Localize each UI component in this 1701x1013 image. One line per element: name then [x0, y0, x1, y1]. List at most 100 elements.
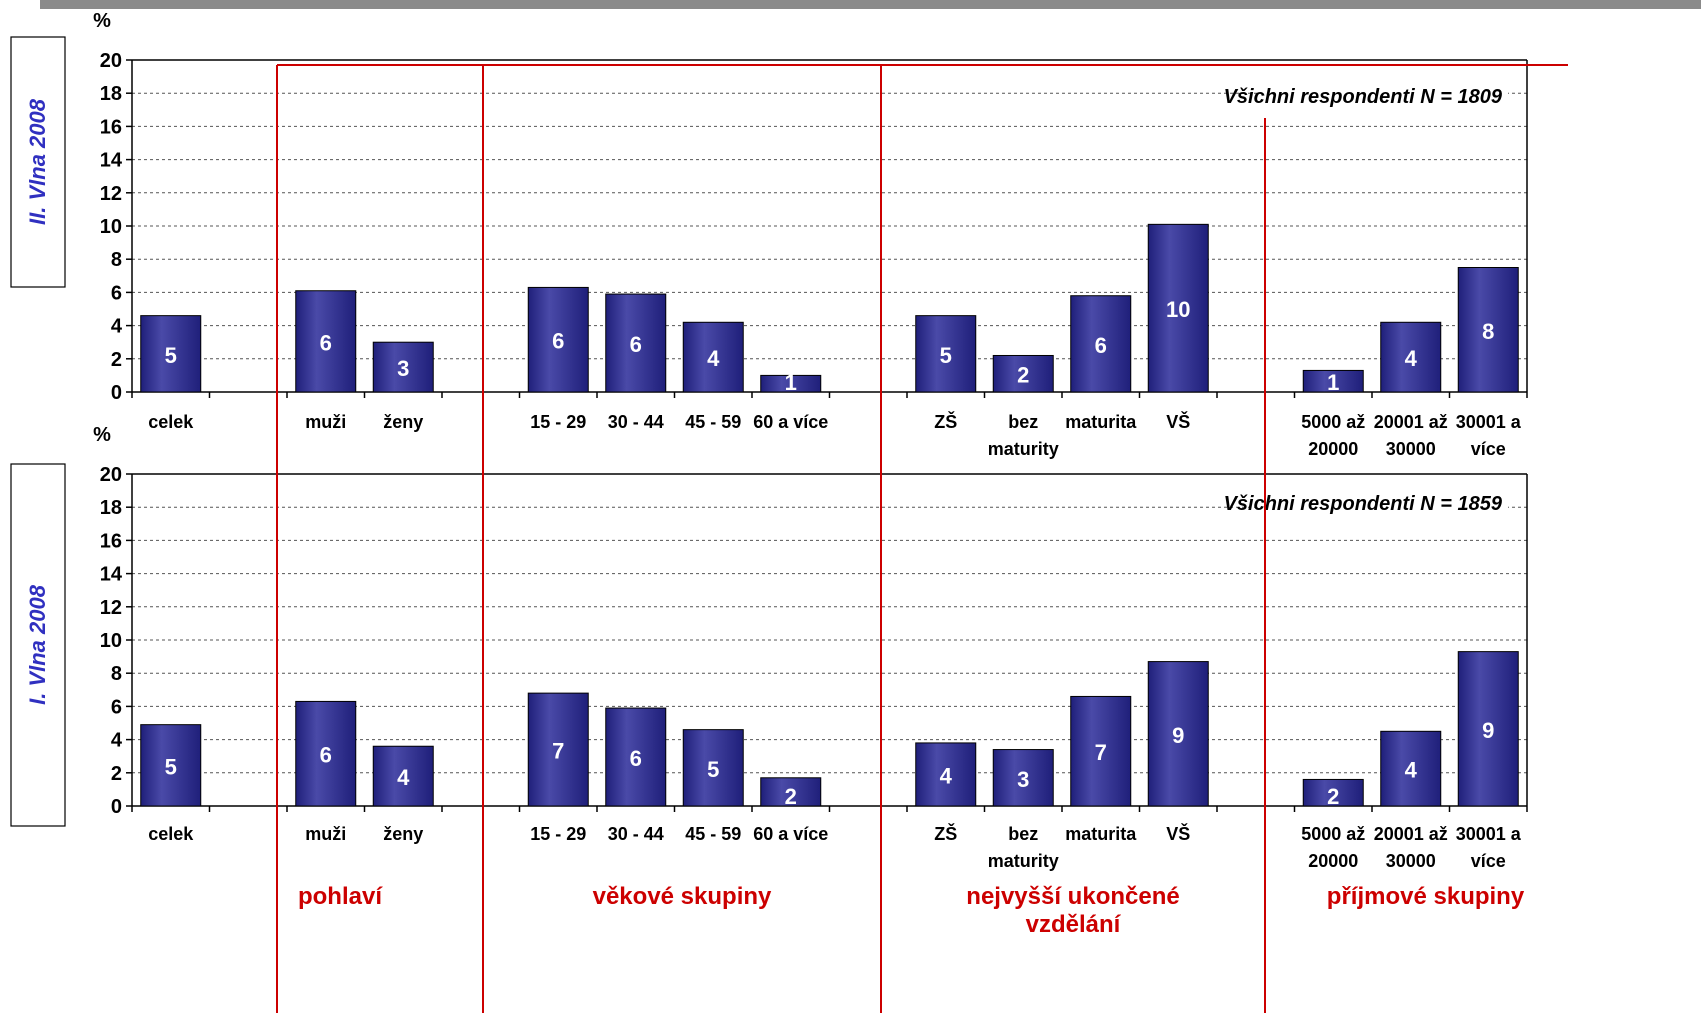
data-label: 1	[1327, 370, 1339, 395]
data-label: 4	[707, 346, 720, 371]
bar	[760, 374, 822, 393]
section-label: nejvyšší ukončené	[966, 883, 1179, 910]
data-label: 4	[1405, 346, 1418, 371]
y-tick-label: 6	[111, 696, 122, 718]
category-label: ženy	[383, 824, 423, 844]
y-tick-label: 4	[111, 316, 123, 338]
y-tick-label: 14	[100, 150, 123, 172]
unit-label: %	[93, 424, 111, 446]
data-label: 5	[165, 754, 177, 779]
bar	[760, 777, 822, 807]
data-label: 6	[320, 330, 332, 355]
category-label: 15 - 29	[530, 824, 586, 844]
data-label: 5	[165, 343, 177, 368]
y-tick-label: 0	[111, 796, 122, 818]
section-dividers: pohlaví věkové skupiny nejvyšší ukončenévz…	[276, 64, 1568, 1013]
y-tick-label: 8	[111, 663, 122, 685]
y-tick-label: 16	[100, 530, 122, 552]
bar	[1380, 321, 1442, 393]
category-label: 30000	[1386, 439, 1436, 459]
category-label: maturity	[988, 439, 1059, 459]
bar	[1070, 695, 1132, 807]
data-label: 9	[1172, 723, 1184, 748]
data-label: 7	[1095, 740, 1107, 765]
bar	[1457, 267, 1519, 393]
data-label: 6	[552, 329, 564, 354]
bar	[992, 749, 1054, 807]
y-tick-label: 10	[100, 216, 122, 238]
y-tick-label: 6	[111, 282, 122, 304]
bar	[1457, 651, 1519, 807]
category-label: 20001 až	[1374, 824, 1448, 844]
category-label: 20000	[1308, 851, 1358, 871]
category-label: celek	[148, 412, 194, 432]
data-label: 1	[785, 370, 797, 395]
y-tick-label: 14	[100, 564, 123, 586]
bar	[605, 293, 667, 393]
category-label: VŠ	[1166, 823, 1190, 844]
y-tick-label: 20	[100, 464, 122, 486]
category-label: 60 a více	[753, 412, 828, 432]
bar	[682, 321, 744, 393]
data-label: 5	[940, 343, 952, 368]
bar	[1302, 369, 1364, 393]
category-label: bez	[1008, 412, 1038, 432]
bar	[992, 354, 1054, 393]
data-label: 8	[1482, 319, 1494, 344]
side-label: I. Vlna 2008	[25, 584, 50, 705]
category-label: více	[1471, 439, 1506, 459]
annotation-bg	[1258, 79, 1508, 111]
chart-panel-2: I. Vlna 2008% 0 2 4 6 8 10 12 14 16 18 20 5 6 4 7 6 5 2 4 3 7…	[10, 424, 1528, 871]
bar	[527, 692, 589, 807]
data-label: 6	[630, 746, 642, 771]
section-label: příjmové skupiny	[1327, 883, 1525, 910]
y-tick-label: 12	[100, 183, 122, 205]
category-label: 30 - 44	[608, 824, 664, 844]
section-label: věkové skupiny	[593, 883, 772, 910]
y-tick-label: 12	[100, 597, 122, 619]
category-label: ženy	[383, 412, 423, 432]
annotation: Všichni respondenti N = 1859	[1224, 493, 1503, 515]
annotation: Všichni respondenti N = 1809	[1224, 86, 1503, 108]
category-label: 45 - 59	[685, 412, 741, 432]
section-label: pohlaví	[298, 883, 383, 910]
data-label: 5	[707, 757, 719, 782]
category-label: ZŠ	[934, 411, 957, 432]
bar	[140, 315, 202, 393]
y-tick-label: 18	[100, 497, 122, 519]
data-label: 2	[785, 784, 797, 809]
bar	[1302, 778, 1364, 807]
category-label: 30001 a	[1456, 824, 1522, 844]
annotation-bg	[1258, 486, 1508, 518]
top-bar	[40, 0, 1701, 9]
data-label: 4	[1405, 758, 1418, 783]
bar	[682, 729, 744, 807]
data-label: 4	[397, 765, 410, 790]
bar	[915, 315, 977, 393]
category-label: 20000	[1308, 439, 1358, 459]
y-tick-label: 0	[111, 382, 122, 404]
data-label: 4	[940, 763, 953, 788]
category-label: maturita	[1065, 824, 1137, 844]
category-label: 30000	[1386, 851, 1436, 871]
unit-label: %	[93, 10, 111, 32]
bar	[295, 290, 357, 393]
category-label: více	[1471, 851, 1506, 871]
category-label: muži	[305, 824, 346, 844]
data-label: 9	[1482, 718, 1494, 743]
category-label: maturity	[988, 851, 1059, 871]
category-label: ZŠ	[934, 823, 957, 844]
y-tick-label: 10	[100, 630, 122, 652]
category-label: 20001 až	[1374, 412, 1448, 432]
category-label: 5000 až	[1301, 824, 1365, 844]
bar	[1147, 661, 1209, 807]
category-label: maturita	[1065, 412, 1137, 432]
data-label: 6	[320, 743, 332, 768]
y-tick-label: 8	[111, 249, 122, 271]
y-tick-label: 18	[100, 83, 122, 105]
category-label: 15 - 29	[530, 412, 586, 432]
category-label: 5000 až	[1301, 412, 1365, 432]
y-tick-label: 2	[111, 349, 122, 371]
category-label: 30001 a	[1456, 412, 1522, 432]
bar	[372, 745, 434, 807]
